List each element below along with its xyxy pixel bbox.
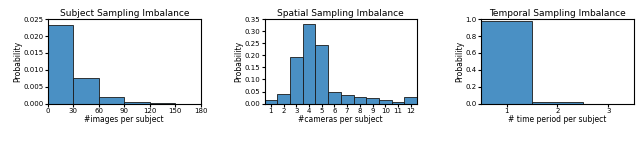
Title: Spatial Sampling Imbalance: Spatial Sampling Imbalance (277, 9, 404, 18)
Bar (290, 57, 303, 104)
Y-axis label: Probability: Probability (455, 41, 464, 82)
Title: Subject Sampling Imbalance: Subject Sampling Imbalance (60, 9, 189, 18)
X-axis label: # time period per subject: # time period per subject (508, 115, 607, 124)
Bar (392, 102, 404, 104)
Bar (328, 92, 340, 104)
Y-axis label: Probability: Probability (13, 41, 22, 82)
Bar (316, 45, 328, 104)
Y-axis label: Probability: Probability (234, 41, 243, 82)
Bar (264, 100, 277, 104)
X-axis label: #cameras per subject: #cameras per subject (298, 115, 383, 124)
X-axis label: #images per subject: #images per subject (84, 115, 164, 124)
Bar (366, 98, 379, 104)
Title: Temporal Sampling Imbalance: Temporal Sampling Imbalance (489, 9, 626, 18)
Bar (303, 24, 316, 104)
Bar (532, 102, 583, 104)
Bar (277, 94, 290, 104)
Bar (379, 100, 392, 104)
Bar (48, 25, 74, 104)
Bar (340, 95, 353, 104)
Bar (99, 97, 124, 104)
Bar (150, 103, 175, 104)
Bar (404, 97, 417, 104)
Bar (74, 78, 99, 104)
Bar (353, 97, 366, 104)
Bar (124, 102, 150, 104)
Bar (481, 21, 532, 104)
